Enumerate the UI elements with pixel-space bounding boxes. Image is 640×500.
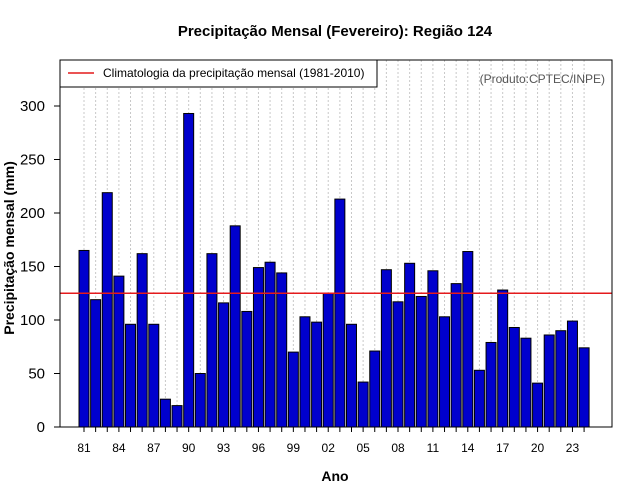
x-tick-label-1999: 99 [287, 441, 301, 455]
bar-1994 [229, 225, 241, 428]
bar-2006 [369, 350, 381, 428]
bar-2015 [473, 369, 485, 428]
bar-2012 [439, 316, 451, 428]
legend-label: Climatologia da precipitação mensal (198… [103, 66, 364, 80]
x-axis-label: Ano [321, 468, 348, 484]
bar-1991 [194, 373, 206, 428]
bar-1987 [148, 323, 160, 428]
x-tick-label-2005: 05 [356, 441, 370, 455]
x-tick-label-2011: 11 [427, 441, 440, 455]
bar-2021 [543, 334, 555, 428]
y-tick-label-100: 100 [20, 312, 45, 329]
bar-1986 [136, 253, 148, 428]
y-tick-label-200: 200 [20, 205, 45, 222]
bar-2014 [462, 251, 474, 428]
bar-2010 [415, 295, 427, 428]
y-tick-label-0: 0 [37, 419, 45, 436]
x-tick-label-2017: 17 [496, 441, 510, 455]
x-tick-label-2002: 02 [322, 441, 336, 455]
bar-2003 [334, 198, 346, 428]
bar-1984 [113, 275, 125, 428]
chart-title: Precipitação Mensal (Fevereiro): Região … [178, 23, 493, 40]
bar-1998 [276, 272, 288, 428]
bar-1993 [218, 302, 230, 428]
x-tick-label-2014: 14 [461, 441, 475, 455]
bar-1997 [264, 261, 276, 428]
bar-1981 [78, 249, 90, 428]
y-tick-label-50: 50 [28, 366, 45, 383]
bar-2011 [427, 270, 439, 428]
bar-1990 [183, 112, 195, 428]
bar-2018 [508, 326, 520, 428]
bar-2009 [404, 262, 416, 428]
bar-1996 [252, 267, 264, 428]
bar-1989 [171, 405, 183, 428]
bar-2016 [485, 341, 497, 428]
x-tick-label-1996: 96 [252, 441, 266, 455]
y-axis: 0 50 100 150 200 250 300 [20, 98, 60, 436]
y-tick-label-300: 300 [20, 98, 45, 115]
x-tick-label-2023: 23 [566, 441, 580, 455]
bar-1999 [287, 351, 299, 428]
legend: Climatologia da precipitação mensal (198… [59, 59, 378, 88]
legend-box [59, 59, 378, 88]
bar-2024 [578, 347, 590, 428]
x-tick-label-1990: 90 [182, 441, 196, 455]
source-note: (Produto:CPTEC/INPE) [480, 72, 605, 86]
x-tick-label-1993: 93 [217, 441, 231, 455]
bar-2000 [299, 316, 311, 428]
x-tick-label-1981: 81 [77, 441, 91, 455]
bar-2022 [555, 330, 567, 428]
y-tick-label-150: 150 [20, 259, 45, 276]
bar-2023 [566, 320, 578, 428]
y-axis-label: Precipitação mensal (mm) [1, 161, 17, 335]
bar-2013 [450, 283, 462, 428]
bars [78, 112, 590, 428]
bar-2005 [357, 381, 369, 428]
bar-2020 [532, 382, 544, 428]
x-tick-label-2020: 20 [531, 441, 545, 455]
bar-1983 [101, 192, 113, 428]
x-tick-label-1987: 87 [147, 441, 161, 455]
y-tick-label-250: 250 [20, 152, 45, 169]
bar-1985 [125, 323, 137, 428]
x-tick-label-1984: 84 [112, 441, 126, 455]
bar-2019 [520, 337, 532, 428]
x-axis: 81 84 87 90 93 96 99 02 05 08 11 14 17 20 23 [77, 427, 585, 455]
bar-1995 [241, 310, 253, 428]
bar-2008 [392, 301, 404, 428]
bar-1982 [90, 299, 102, 428]
bar-1992 [206, 253, 218, 428]
bar-1988 [159, 398, 171, 428]
x-tick-label-2008: 08 [391, 441, 405, 455]
bar-2002 [322, 292, 334, 428]
bar-2001 [311, 321, 323, 428]
bar-2004 [345, 323, 357, 428]
bar-2017 [497, 289, 509, 428]
